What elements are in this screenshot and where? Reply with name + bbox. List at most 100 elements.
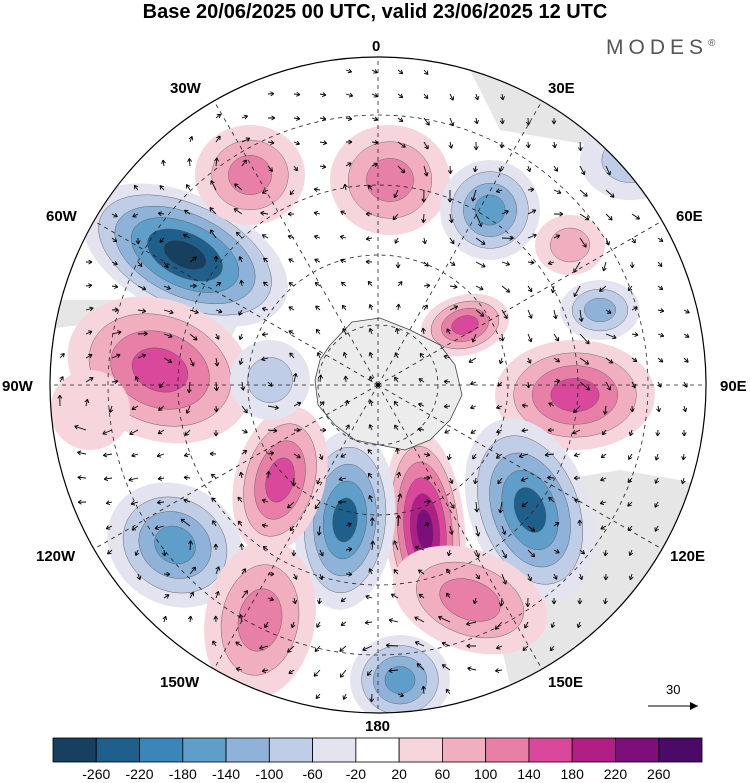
- wind-vector: [368, 184, 373, 191]
- wind-vector-head: [421, 198, 427, 203]
- wind-vector: [240, 472, 243, 479]
- wind-vector: [422, 686, 425, 695]
- wind-vector-head: [340, 281, 346, 287]
- wind-vector-head: [339, 647, 344, 652]
- wind-vector-head: [395, 447, 400, 452]
- wind-vector-head: [634, 332, 639, 337]
- wind-vector-head: [612, 334, 617, 340]
- wind-vector-head: [313, 234, 319, 240]
- wind-vector-head: [471, 338, 477, 343]
- wind-vector: [240, 279, 243, 287]
- wind-vector: [262, 546, 269, 551]
- wind-vector-head: [291, 482, 297, 487]
- wind-vector-head: [605, 241, 610, 246]
- wind-vector: [215, 566, 220, 575]
- wind-vector-head: [243, 429, 248, 434]
- wind-vector-head: [314, 647, 320, 653]
- wind-vector-head: [344, 399, 350, 405]
- wind-vector-head: [296, 116, 301, 121]
- wind-vector: [288, 282, 295, 287]
- modes-logo: MODES®: [606, 36, 716, 59]
- wind-vector-head: [235, 666, 241, 672]
- wind-vector: [341, 304, 347, 311]
- wind-vector: [629, 429, 633, 436]
- wind-vector-head: [394, 239, 399, 244]
- wind-vector: [631, 237, 636, 244]
- wind-vector-head: [188, 540, 193, 545]
- wind-vector-head: [388, 618, 394, 623]
- wind-vector-head: [138, 262, 143, 267]
- wind-vector: [496, 405, 503, 409]
- wind-vector: [128, 477, 139, 481]
- wind-vector-head: [481, 263, 486, 268]
- wind-vector-head: [243, 114, 248, 120]
- wind-vector: [579, 381, 590, 391]
- wind-vector-head: [654, 479, 659, 484]
- wind-vector-head: [234, 183, 239, 188]
- wind-vector: [111, 331, 122, 335]
- wind-vector: [59, 353, 65, 359]
- wind-vector-head: [295, 140, 300, 146]
- wind-vector: [189, 256, 197, 263]
- wind-vector-head: [447, 198, 453, 203]
- wind-vector-head: [416, 663, 422, 668]
- wind-vector: [527, 209, 537, 215]
- wind-vector: [260, 212, 269, 215]
- wind-vector: [184, 429, 191, 436]
- wind-vector-head: [685, 333, 690, 338]
- wind-vector: [605, 189, 615, 198]
- wind-vector-head: [293, 166, 298, 172]
- wind-vector: [520, 477, 529, 482]
- wind-vector-head: [242, 449, 248, 455]
- wind-vector: [343, 352, 347, 359]
- wind-vector: [397, 515, 400, 527]
- wind-vector: [262, 189, 269, 194]
- wind-vector: [314, 501, 321, 509]
- wind-vector-head: [447, 169, 453, 174]
- wind-vector-head: [502, 553, 507, 559]
- wind-vector-head: [480, 240, 486, 245]
- wind-vector-head: [373, 116, 378, 122]
- wind-vector-head: [522, 646, 527, 651]
- wind-vector-head: [473, 479, 478, 485]
- wind-vector: [159, 237, 165, 243]
- wind-vector-head: [424, 144, 429, 150]
- wind-vector: [657, 237, 664, 242]
- wind-vector-head: [374, 140, 379, 145]
- wind-vector-head: [521, 427, 526, 433]
- wind-vector: [212, 520, 217, 527]
- wind-vector: [293, 165, 298, 172]
- wind-vector-head: [319, 551, 324, 557]
- wind-vector: [159, 381, 165, 388]
- wind-vector-head: [367, 184, 373, 190]
- wind-vector: [212, 640, 217, 647]
- wind-vector: [154, 525, 165, 530]
- wind-vector-head: [443, 403, 448, 409]
- wind-vector-head: [497, 479, 502, 485]
- wind-vector: [446, 328, 451, 335]
- wind-vector-head: [390, 593, 396, 598]
- wind-vector-head: [498, 167, 504, 172]
- wind-vector-head: [321, 92, 327, 97]
- wind-vector: [501, 573, 507, 585]
- wind-vector: [106, 501, 113, 504]
- wind-vector: [527, 357, 532, 364]
- wind-vector: [319, 573, 323, 580]
- wind-vector-head: [318, 455, 324, 460]
- wind-vector: [215, 135, 221, 143]
- wind-vector: [654, 525, 659, 532]
- anomaly-contour: [366, 158, 414, 202]
- wind-vector-head: [261, 523, 266, 528]
- wind-vector-head: [343, 375, 349, 380]
- wind-vector-head: [629, 264, 635, 269]
- wind-vector-head: [441, 664, 447, 669]
- wind-vector: [449, 525, 453, 535]
- wind-vector: [371, 163, 378, 167]
- wind-vector-head: [417, 569, 423, 574]
- wind-vector-head: [527, 359, 532, 364]
- wind-vector-head: [547, 475, 552, 481]
- wind-vector: [415, 641, 425, 647]
- wind-vector: [189, 333, 198, 341]
- wind-vector-head: [499, 144, 505, 149]
- wind-vector-head: [547, 427, 552, 433]
